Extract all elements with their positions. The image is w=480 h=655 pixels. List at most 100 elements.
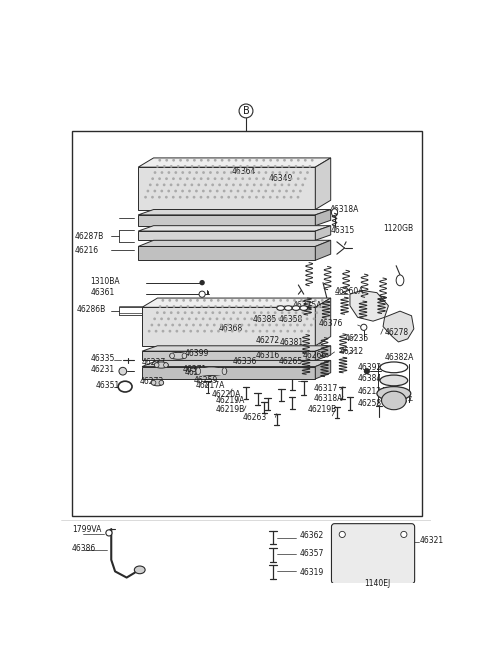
Circle shape xyxy=(246,183,249,186)
Circle shape xyxy=(283,196,286,198)
Text: 46216: 46216 xyxy=(75,246,99,255)
Circle shape xyxy=(290,196,292,198)
Text: 46385: 46385 xyxy=(252,315,276,324)
Polygon shape xyxy=(315,158,331,210)
Circle shape xyxy=(203,329,206,333)
Text: 46217A: 46217A xyxy=(196,381,225,390)
Circle shape xyxy=(230,171,233,174)
Polygon shape xyxy=(315,226,331,240)
Circle shape xyxy=(312,318,315,320)
Circle shape xyxy=(186,159,189,162)
Circle shape xyxy=(264,318,267,320)
Circle shape xyxy=(225,311,228,314)
Text: 46371: 46371 xyxy=(183,365,207,374)
Text: 46259: 46259 xyxy=(193,376,218,385)
Circle shape xyxy=(200,305,203,308)
Circle shape xyxy=(238,329,240,333)
Ellipse shape xyxy=(182,353,187,358)
Text: 46273: 46273 xyxy=(140,377,164,386)
Polygon shape xyxy=(315,346,331,360)
Circle shape xyxy=(162,329,164,333)
Circle shape xyxy=(258,299,261,302)
Circle shape xyxy=(234,324,237,326)
Circle shape xyxy=(144,196,147,198)
Text: 46386: 46386 xyxy=(72,544,96,553)
Polygon shape xyxy=(383,311,414,342)
Ellipse shape xyxy=(164,363,168,367)
Circle shape xyxy=(279,329,282,333)
Circle shape xyxy=(364,368,370,374)
Circle shape xyxy=(259,329,262,333)
Circle shape xyxy=(304,159,307,162)
Circle shape xyxy=(244,171,247,174)
Text: 46275A: 46275A xyxy=(292,301,322,310)
Circle shape xyxy=(263,159,265,162)
Circle shape xyxy=(214,305,217,308)
Circle shape xyxy=(239,104,253,118)
Circle shape xyxy=(199,324,202,326)
Circle shape xyxy=(158,178,161,180)
Circle shape xyxy=(165,178,168,180)
Circle shape xyxy=(278,190,281,193)
Circle shape xyxy=(228,178,230,180)
Circle shape xyxy=(174,190,177,193)
Circle shape xyxy=(253,165,256,168)
Circle shape xyxy=(251,190,253,193)
Text: 46319: 46319 xyxy=(300,568,324,576)
Bar xyxy=(72,131,421,516)
Circle shape xyxy=(218,183,221,186)
Circle shape xyxy=(165,159,168,162)
Circle shape xyxy=(249,305,252,308)
Text: 46368: 46368 xyxy=(219,324,243,333)
Circle shape xyxy=(192,324,195,326)
Circle shape xyxy=(276,305,279,308)
Circle shape xyxy=(181,190,184,193)
Circle shape xyxy=(281,165,284,168)
Circle shape xyxy=(156,311,159,314)
Circle shape xyxy=(172,159,175,162)
Circle shape xyxy=(177,165,180,168)
Circle shape xyxy=(241,196,244,198)
Circle shape xyxy=(243,318,246,320)
Circle shape xyxy=(285,318,288,320)
Circle shape xyxy=(119,367,127,375)
Circle shape xyxy=(275,324,278,326)
Circle shape xyxy=(168,171,170,174)
Circle shape xyxy=(200,178,203,180)
Circle shape xyxy=(191,183,193,186)
Circle shape xyxy=(255,159,258,162)
Text: 46351: 46351 xyxy=(96,381,120,390)
Circle shape xyxy=(160,318,163,320)
Text: 46312: 46312 xyxy=(339,347,363,356)
Circle shape xyxy=(300,299,303,302)
Circle shape xyxy=(234,178,237,180)
Ellipse shape xyxy=(396,275,404,286)
Circle shape xyxy=(158,196,161,198)
Circle shape xyxy=(282,324,285,326)
Circle shape xyxy=(179,178,182,180)
Circle shape xyxy=(300,329,303,333)
Circle shape xyxy=(228,159,230,162)
Ellipse shape xyxy=(222,367,227,375)
Circle shape xyxy=(237,190,240,193)
Circle shape xyxy=(223,171,226,174)
Circle shape xyxy=(174,171,177,174)
Circle shape xyxy=(218,165,221,168)
Circle shape xyxy=(267,311,270,314)
Circle shape xyxy=(267,183,269,186)
Circle shape xyxy=(339,531,345,538)
Circle shape xyxy=(311,159,313,162)
Text: 46212A: 46212A xyxy=(358,386,387,396)
Circle shape xyxy=(290,178,293,180)
Circle shape xyxy=(285,190,288,193)
Circle shape xyxy=(207,305,210,308)
Circle shape xyxy=(234,196,237,198)
Text: B: B xyxy=(242,106,250,116)
Circle shape xyxy=(151,196,154,198)
Circle shape xyxy=(209,171,212,174)
Circle shape xyxy=(202,318,204,320)
Text: 46231: 46231 xyxy=(90,365,115,374)
Circle shape xyxy=(318,305,321,308)
Circle shape xyxy=(221,178,223,180)
Circle shape xyxy=(271,190,274,193)
